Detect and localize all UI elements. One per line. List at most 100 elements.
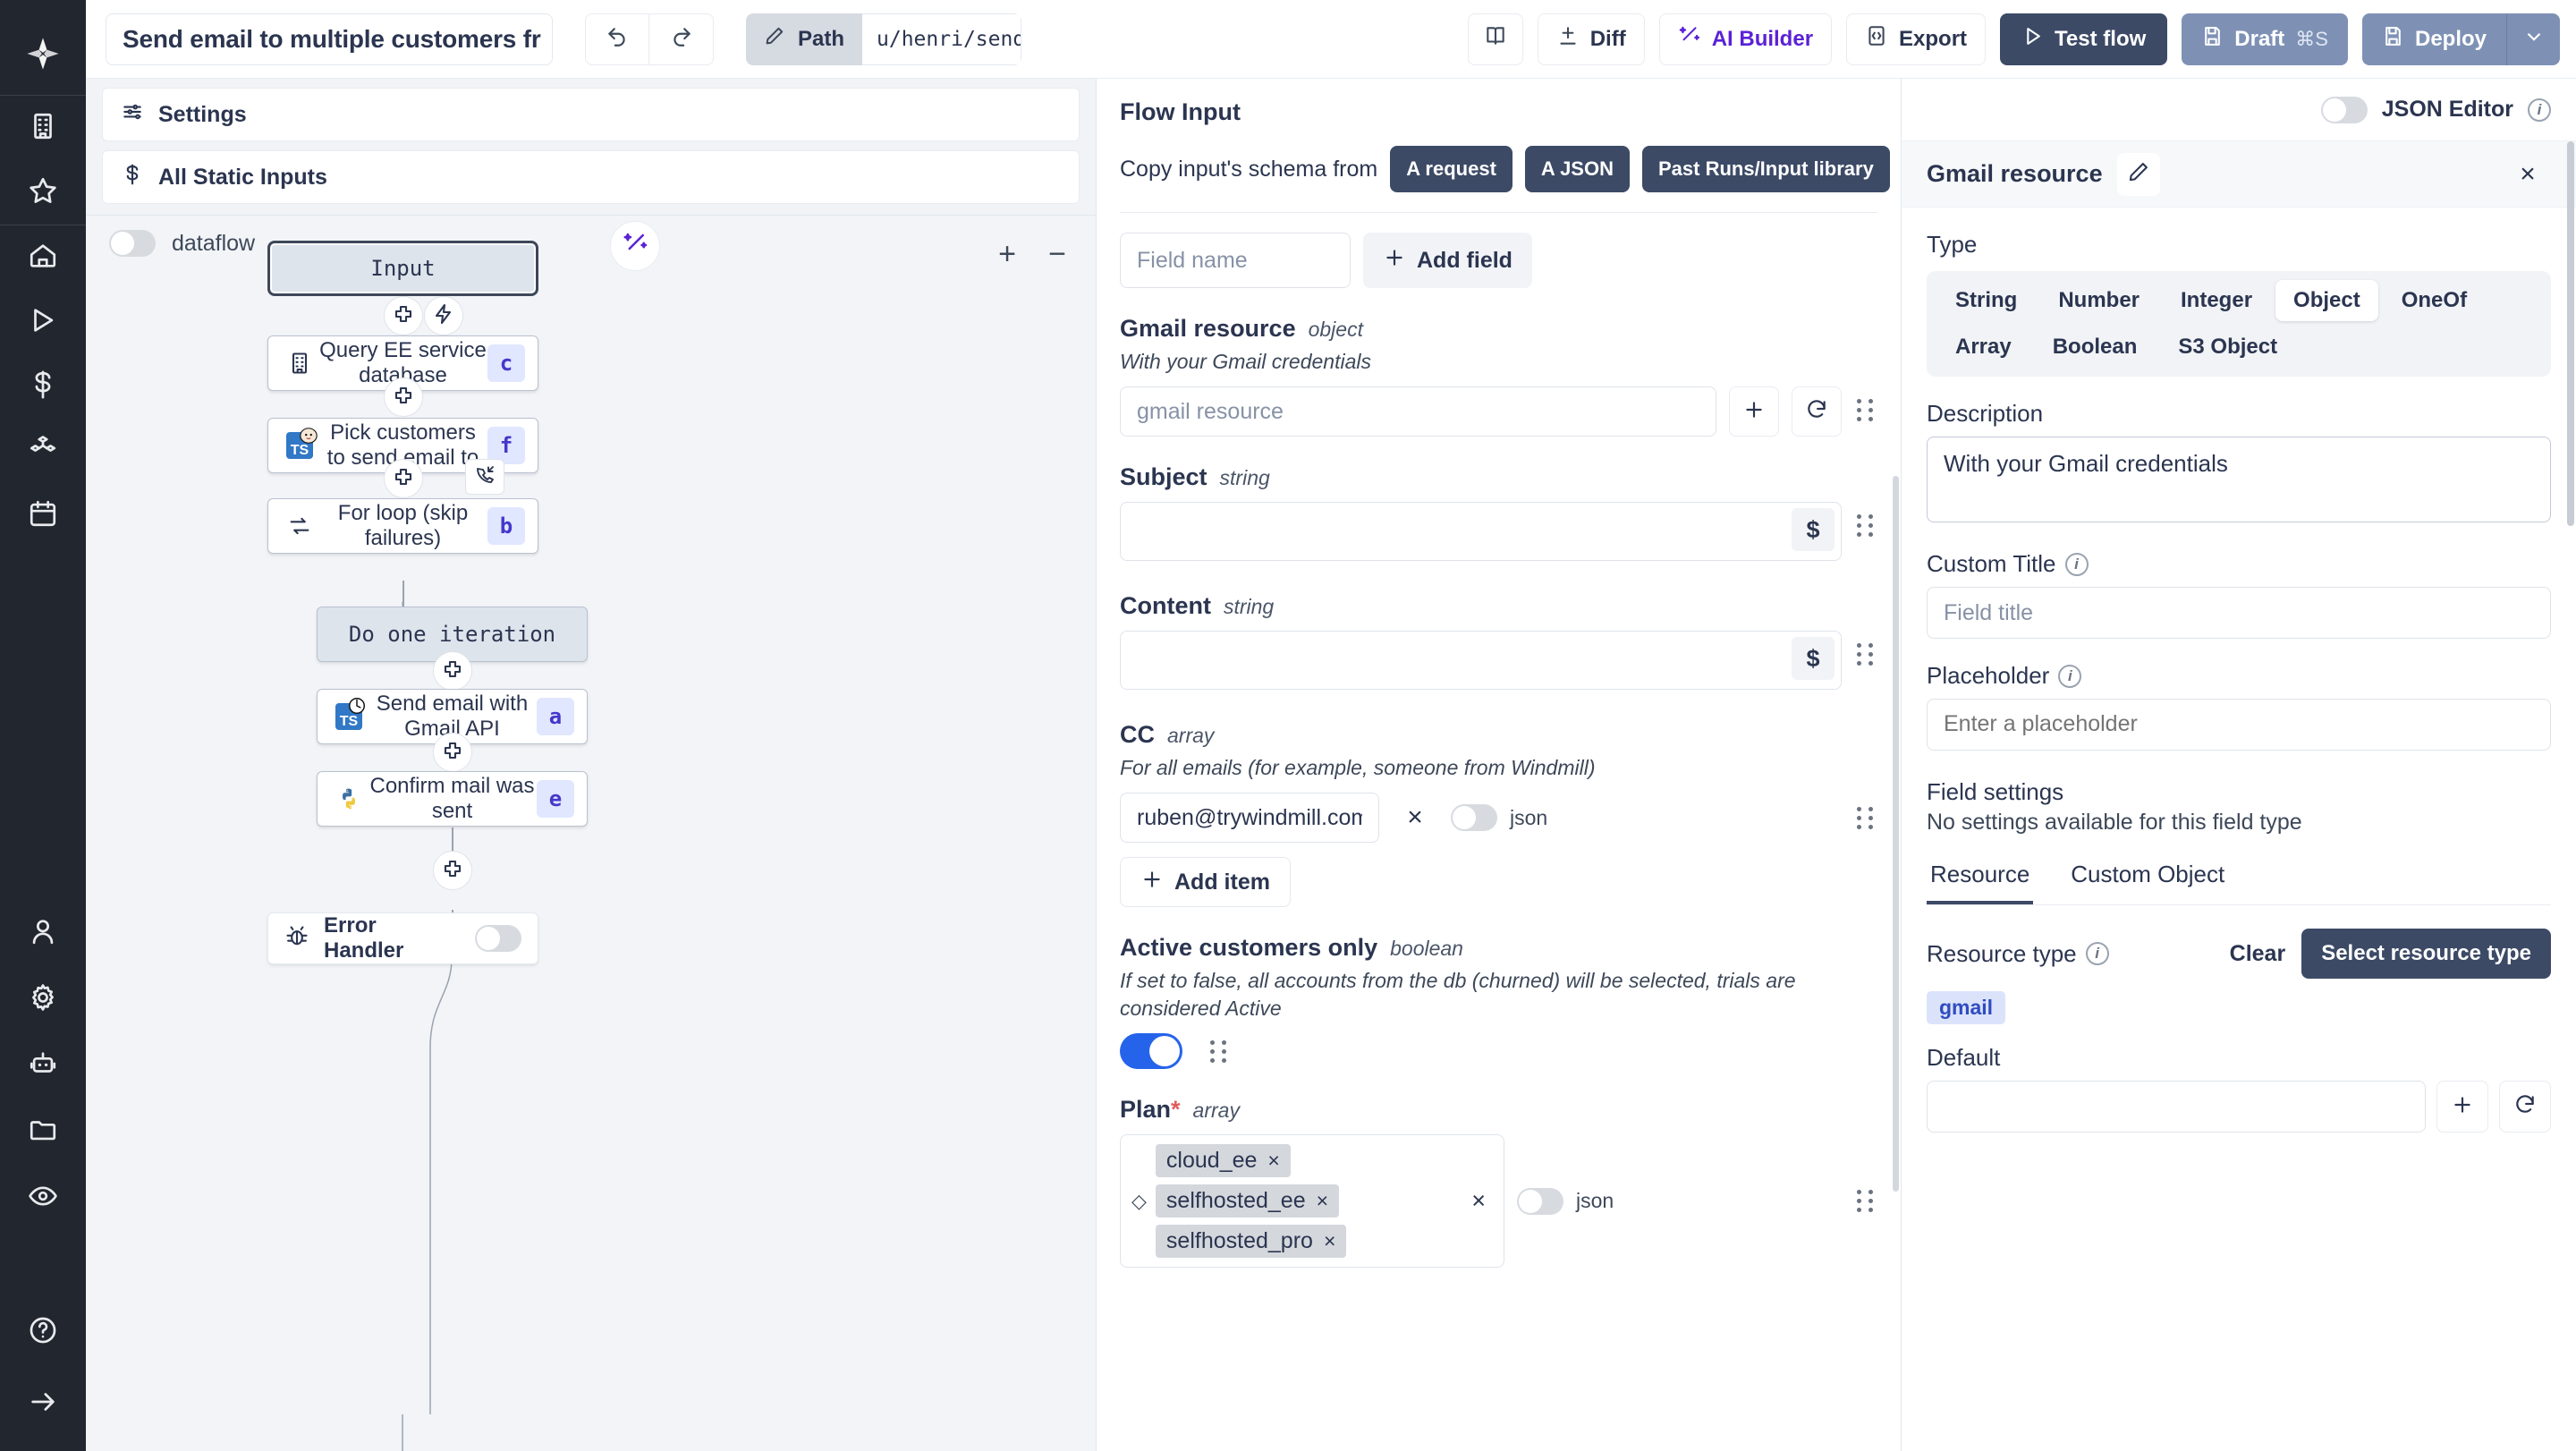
export-button[interactable]: Export	[1846, 13, 1987, 65]
sidebar-item-settings[interactable]	[0, 966, 86, 1032]
info-icon[interactable]: i	[2528, 98, 2551, 122]
field-name-input[interactable]	[1120, 233, 1351, 288]
deploy-dropdown-button[interactable]	[2506, 13, 2560, 65]
type-option-array[interactable]: Array	[1937, 327, 2029, 368]
sidebar-item-runs[interactable]	[0, 290, 86, 354]
close-panel-button[interactable]: ×	[2520, 158, 2536, 189]
diff-button[interactable]: Diff	[1537, 13, 1645, 65]
schema-source-past-runs[interactable]: Past Runs/Input library	[1641, 146, 1890, 192]
type-option-object[interactable]: Object	[2275, 280, 2378, 321]
sidebar-item-home[interactable]	[0, 225, 86, 290]
info-icon[interactable]: i	[2085, 942, 2109, 965]
subject-textarea[interactable]	[1120, 502, 1842, 562]
active-customers-toggle[interactable]	[1120, 1033, 1182, 1070]
plan-tag[interactable]: selfhosted_ee ×	[1155, 1184, 1340, 1218]
ai-builder-button[interactable]: AI Builder	[1658, 13, 1833, 65]
cc-json-toggle[interactable]	[1451, 804, 1497, 832]
sidebar-item-help[interactable]	[0, 1294, 86, 1370]
sidebar-item-users[interactable]	[0, 900, 86, 966]
custom-title-input[interactable]	[1927, 587, 2551, 639]
flow-canvas[interactable]: dataflow + −	[86, 215, 1096, 1451]
subject-expression-button[interactable]: $	[1792, 508, 1835, 552]
add-step-button[interactable]	[433, 651, 472, 691]
default-resource-input[interactable]	[1927, 1081, 2426, 1133]
clear-resource-type-button[interactable]: Clear	[2229, 940, 2286, 966]
add-default-resource-button[interactable]	[2436, 1081, 2488, 1133]
flow-input-args-list[interactable]: Gmail resource object With your Gmail cr…	[1097, 288, 1901, 1451]
undo-button[interactable]	[585, 13, 649, 65]
json-editor-toggle[interactable]	[2320, 96, 2368, 123]
sidebar-item-folders[interactable]	[0, 1099, 86, 1165]
path-edit-button[interactable]: Path	[746, 13, 863, 65]
error-handler-toggle[interactable]	[475, 925, 521, 952]
gmail-resource-input[interactable]	[1120, 386, 1716, 437]
add-step-button[interactable]	[384, 296, 423, 335]
sidebar-item-workspace[interactable]	[0, 96, 86, 160]
sidebar-item-variables[interactable]	[0, 354, 86, 419]
schema-source-a-request[interactable]: A request	[1390, 146, 1513, 192]
property-panel-scrollbar[interactable]	[2567, 141, 2574, 526]
type-option-oneof[interactable]: OneOf	[2384, 280, 2485, 321]
add-step-button[interactable]	[433, 733, 472, 772]
deploy-button[interactable]: Deploy	[2361, 13, 2506, 65]
error-handler-bar[interactable]: Error Handler	[267, 912, 538, 964]
sidebar-item-expand[interactable]	[0, 1370, 86, 1437]
cc-item-input[interactable]	[1120, 793, 1379, 844]
windmill-logo-icon[interactable]	[0, 13, 86, 95]
plan-tag[interactable]: cloud_ee ×	[1155, 1144, 1291, 1178]
sidebar-item-favorites[interactable]	[0, 160, 86, 225]
tab-custom-object[interactable]: Custom Object	[2071, 861, 2225, 887]
flow-node-confirm-mail-was-sent[interactable]: Confirm mail was sent e	[317, 771, 588, 827]
refresh-resource-button[interactable]	[1792, 386, 1842, 437]
dataflow-toggle[interactable]	[109, 230, 156, 257]
draft-button[interactable]: Draft ⌘S	[2182, 13, 2348, 65]
plan-tag[interactable]: selfhosted_pro ×	[1155, 1225, 1347, 1259]
test-flow-button[interactable]: Test flow	[2000, 13, 2168, 65]
type-option-number[interactable]: Number	[2040, 280, 2157, 321]
type-option-integer[interactable]: Integer	[2163, 280, 2270, 321]
path-value-input[interactable]: u/henri/send_em	[862, 13, 1022, 65]
clear-multiselect-icon[interactable]: ×	[1471, 1187, 1486, 1215]
add-field-button[interactable]: Add field	[1363, 233, 1532, 288]
drag-handle[interactable]	[1854, 806, 1877, 829]
zoom-in-button[interactable]: +	[998, 237, 1016, 271]
drag-handle[interactable]	[1208, 1039, 1231, 1063]
sidebar-item-resources[interactable]	[0, 419, 86, 483]
ai-flow-button[interactable]	[610, 221, 660, 271]
settings-accordion[interactable]: Settings	[102, 88, 1080, 141]
add-step-button[interactable]	[384, 459, 423, 498]
retry-step-button[interactable]	[465, 459, 504, 495]
tab-resource[interactable]: Resource	[1927, 861, 2034, 904]
plan-multiselect[interactable]: ◇ cloud_ee × selfhosted_ee × selfhosted_pr…	[1120, 1134, 1504, 1269]
content-textarea[interactable]	[1120, 631, 1842, 691]
plan-json-toggle[interactable]	[1517, 1187, 1563, 1215]
drag-handle[interactable]	[1854, 1190, 1877, 1213]
refresh-default-resource-button[interactable]	[2499, 1081, 2551, 1133]
drag-handle[interactable]	[1854, 399, 1877, 422]
flow-node-input[interactable]: Input	[267, 241, 538, 296]
flow-title-input[interactable]: Send email to multiple customers fr	[106, 13, 553, 65]
zoom-out-button[interactable]: −	[1048, 237, 1066, 271]
resource-type-badge[interactable]: gmail	[1927, 991, 2006, 1024]
content-expression-button[interactable]: $	[1792, 637, 1835, 681]
type-option-string[interactable]: String	[1937, 280, 2035, 321]
placeholder-textarea[interactable]	[1927, 699, 2551, 751]
add-step-button[interactable]	[433, 851, 472, 890]
add-step-button[interactable]	[384, 378, 423, 417]
flow-node-for-loop[interactable]: For loop (skip failures) b	[267, 498, 538, 554]
drag-handle[interactable]	[1854, 514, 1877, 538]
redo-button[interactable]	[649, 13, 714, 65]
sidebar-item-workers[interactable]	[0, 1032, 86, 1099]
sidebar-item-audit-logs[interactable]	[0, 1165, 86, 1231]
add-branch-button[interactable]	[424, 296, 463, 335]
rename-field-button[interactable]	[2116, 152, 2160, 196]
description-textarea[interactable]	[1927, 437, 2551, 522]
middle-scrollbar[interactable]	[1893, 476, 1899, 1192]
type-option-s3-object[interactable]: S3 Object	[2160, 327, 2295, 368]
cc-add-item-button[interactable]: Add item	[1120, 857, 1291, 908]
docs-button[interactable]	[1467, 13, 1523, 65]
sidebar-item-schedules[interactable]	[0, 483, 86, 547]
info-icon[interactable]: i	[2058, 664, 2082, 688]
select-resource-type-button[interactable]: Select resource type	[2301, 929, 2551, 979]
static-inputs-accordion[interactable]: All Static Inputs	[102, 150, 1080, 204]
